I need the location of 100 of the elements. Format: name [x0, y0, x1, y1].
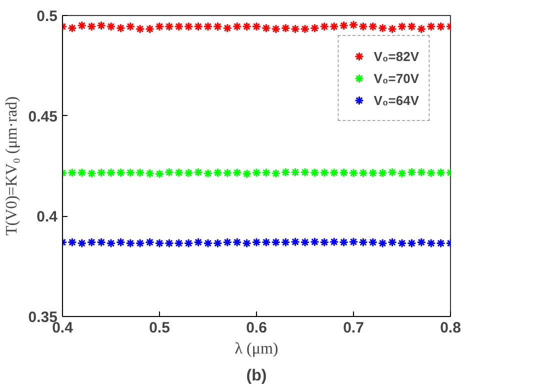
point [77, 20, 87, 30]
point [339, 168, 349, 178]
point [203, 22, 213, 32]
x-tick-label: 0.5 [149, 320, 170, 336]
point [154, 22, 164, 32]
point [261, 23, 271, 33]
point [184, 22, 194, 32]
point [261, 168, 271, 178]
point [174, 238, 184, 248]
point [106, 22, 116, 32]
point [145, 24, 155, 34]
point [378, 238, 388, 248]
point [310, 237, 320, 247]
x-tick-label: 0.7 [343, 320, 364, 336]
point [77, 168, 87, 178]
point [310, 168, 320, 178]
point [280, 23, 290, 33]
point [126, 168, 136, 178]
x-axis-title: λ (μm) [234, 340, 278, 358]
point [222, 168, 232, 178]
y-axis-title: T(V0)=KV₀ (μm·rad) [3, 96, 20, 236]
point [320, 168, 330, 178]
point [184, 238, 194, 248]
point [271, 24, 281, 34]
point [212, 238, 222, 248]
point [174, 22, 184, 32]
point [280, 167, 290, 177]
point [135, 168, 145, 178]
legend-label: V₀=64V [374, 92, 419, 108]
point [290, 24, 300, 34]
point [252, 168, 262, 178]
point [184, 168, 194, 178]
point [232, 22, 242, 32]
point [310, 23, 320, 33]
y-tick-label: 0.5 [36, 8, 58, 25]
point [368, 238, 378, 248]
point [271, 238, 281, 248]
point [358, 22, 368, 32]
point [194, 238, 204, 248]
point [242, 169, 252, 179]
point [242, 22, 252, 32]
x-tick-label: 0.8 [440, 320, 461, 336]
point [212, 22, 222, 32]
point [436, 168, 446, 178]
point [300, 167, 310, 177]
point [397, 238, 407, 248]
point [320, 22, 330, 32]
point [252, 238, 262, 248]
point [436, 238, 446, 248]
point [154, 169, 164, 179]
point [96, 168, 106, 178]
point [222, 238, 232, 248]
point [106, 168, 116, 178]
point [406, 238, 416, 248]
point [145, 238, 155, 248]
point [358, 168, 368, 178]
text: (b) [246, 368, 267, 384]
point [96, 238, 106, 248]
point [388, 238, 398, 248]
point [232, 238, 242, 248]
point [339, 238, 349, 248]
point [212, 168, 222, 178]
point [388, 24, 398, 34]
point [116, 23, 126, 33]
point [126, 238, 136, 248]
point [194, 22, 204, 32]
point [106, 238, 116, 248]
point [329, 22, 339, 32]
point [426, 168, 436, 178]
point [203, 238, 213, 248]
point [67, 238, 77, 248]
point [135, 238, 145, 248]
point [416, 167, 426, 177]
point [406, 22, 416, 32]
point [426, 22, 436, 32]
point [126, 22, 136, 32]
point [86, 168, 96, 178]
point [368, 22, 378, 32]
point [368, 168, 378, 178]
point [203, 168, 213, 178]
legend-label: V₀=70V [374, 70, 419, 86]
point [154, 238, 164, 248]
point [397, 168, 407, 178]
point [242, 238, 252, 248]
point [378, 168, 388, 178]
point [348, 168, 358, 178]
point [290, 237, 300, 247]
point [145, 168, 155, 178]
point [280, 238, 290, 248]
point [116, 168, 126, 178]
point [348, 20, 358, 30]
point [378, 23, 388, 33]
point [339, 20, 349, 30]
point [86, 238, 96, 248]
x-tick-label: 0.6 [246, 320, 267, 336]
point [222, 23, 232, 33]
point [67, 168, 77, 178]
point [86, 22, 96, 32]
point [388, 167, 398, 177]
point [329, 168, 339, 178]
